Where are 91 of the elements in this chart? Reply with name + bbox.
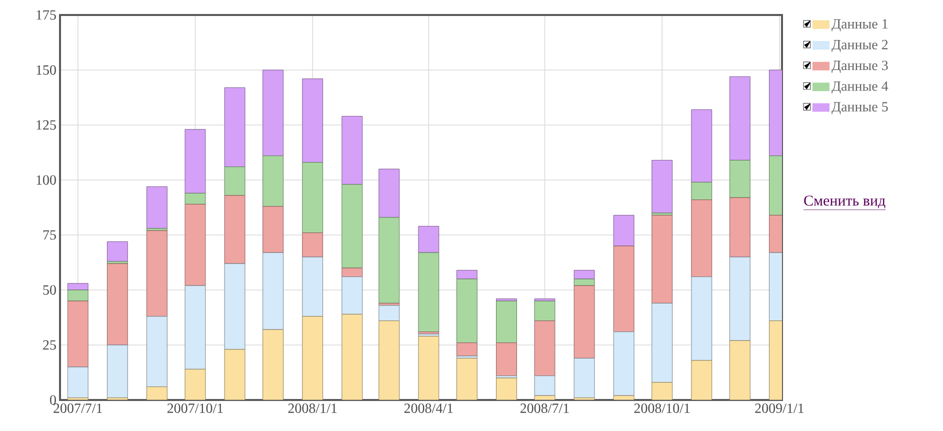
bar: [691, 109, 712, 182]
bar: [534, 376, 556, 396]
bar: [262, 252, 284, 330]
bar: [418, 336, 439, 400]
y-tick-label: 0: [50, 395, 56, 405]
bar: [106, 344, 128, 398]
y-tick-label: 150: [36, 65, 56, 75]
bar: [613, 332, 634, 396]
bar: [378, 320, 400, 400]
bar: [262, 70, 284, 156]
bar: [106, 263, 128, 346]
bar: [456, 278, 478, 344]
bar: [146, 386, 168, 400]
bar: [652, 382, 672, 400]
bar: [652, 214, 673, 304]
bar: [184, 204, 206, 286]
x-tick-label: 2008/4/1: [404, 404, 453, 413]
legend-label: Данные 4: [832, 81, 888, 94]
x-tick-label: 2007/7/1: [54, 404, 102, 413]
y-tick-label: 100: [36, 175, 56, 185]
bar: [691, 276, 712, 361]
bar: [378, 168, 400, 218]
bar: [67, 366, 88, 398]
bar: [691, 360, 712, 400]
bar: [418, 226, 440, 253]
bar: [67, 300, 88, 368]
bar: [302, 232, 324, 258]
bar: [456, 356, 478, 358]
bar: [224, 195, 246, 264]
legend-label: Данные 2: [832, 40, 888, 52]
y-tick-label: 25: [43, 340, 56, 350]
bar: [496, 378, 517, 400]
legend-label: Данные 3: [832, 60, 888, 73]
bar: [534, 320, 556, 376]
bar: [496, 342, 517, 376]
bar: [342, 276, 363, 314]
bar: [342, 116, 363, 185]
bar: [146, 230, 168, 317]
bar: [342, 268, 363, 278]
bar: [534, 300, 556, 322]
bar: [185, 369, 206, 400]
y-tick-label: 50: [43, 285, 56, 295]
bar: [729, 256, 750, 341]
y-tick-label: 175: [36, 10, 56, 20]
bar: [262, 206, 284, 253]
bar: [729, 76, 750, 160]
bar: [691, 182, 712, 200]
text: Сменить вид: [804, 196, 886, 208]
bar: [378, 217, 400, 304]
bar: [652, 302, 673, 383]
x-tick-label: 2007/10/1: [167, 404, 223, 413]
x-tick-label: 2008/7/1: [520, 404, 569, 413]
bar: [224, 349, 245, 400]
bar: [146, 186, 168, 229]
bar: [184, 192, 206, 204]
bar: [496, 300, 517, 344]
bar: [613, 246, 634, 332]
bar: [262, 330, 284, 400]
bar: [224, 263, 246, 350]
bar: [302, 256, 324, 317]
bar: [342, 184, 363, 268]
bar: [613, 214, 634, 246]
bar: [262, 156, 284, 207]
bar: [456, 358, 478, 400]
bar: [574, 285, 595, 358]
bar: [378, 305, 400, 322]
bar: [224, 87, 246, 168]
x-tick-label: 2008/1/1: [288, 404, 337, 413]
bar: [730, 340, 750, 400]
bar: [729, 160, 750, 198]
legend-label: Данные 5: [832, 102, 888, 114]
bar: [418, 252, 440, 332]
bar: [456, 342, 478, 356]
bar: [652, 160, 673, 214]
bar: [106, 241, 128, 262]
bar: [146, 316, 168, 388]
x-tick-label: 2009/1/1: [755, 404, 804, 413]
bar: [302, 78, 324, 163]
legend-label: Данные 1: [832, 19, 888, 32]
bar: [574, 358, 595, 398]
y-tick-label: 75: [43, 230, 56, 240]
bar: [302, 162, 324, 234]
x-tick-label: 2008/10/1: [634, 404, 690, 413]
bar: [729, 197, 750, 258]
bar: [224, 166, 246, 196]
y-tick-label: 125: [36, 120, 56, 130]
bar: [302, 316, 323, 400]
bar: [342, 314, 362, 400]
bar: [691, 200, 712, 278]
bar: [184, 285, 206, 370]
bar: [184, 129, 206, 194]
